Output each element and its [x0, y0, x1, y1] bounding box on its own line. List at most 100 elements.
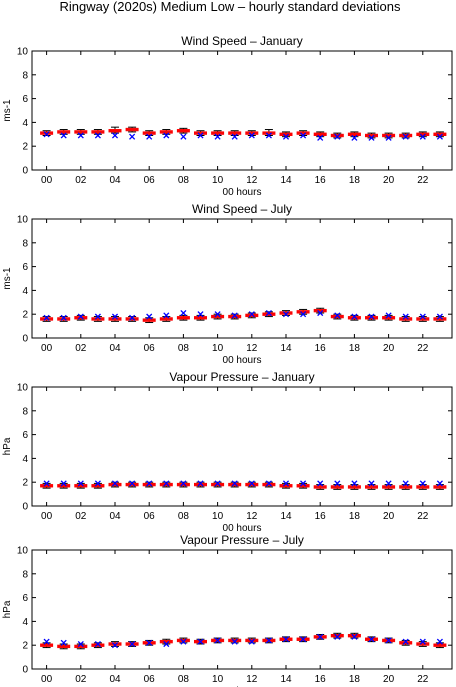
hour-group — [245, 130, 259, 139]
observed-marker-stroke — [163, 312, 170, 319]
x-tick-label: 10 — [212, 175, 224, 186]
x-tick-label: 16 — [315, 343, 327, 354]
observed-marker — [368, 313, 375, 320]
plot-area — [31, 218, 453, 339]
x-tick-label: 12 — [246, 343, 258, 354]
hour-group — [74, 313, 88, 321]
observed-marker-stroke — [146, 639, 153, 646]
x-tick-label: 22 — [417, 674, 429, 685]
y-tick-label: 8 — [22, 238, 28, 249]
x-tick-label: 20 — [383, 343, 395, 354]
observed-marker-stroke — [317, 480, 324, 487]
x-tick-label: 14 — [280, 175, 292, 186]
hour-group — [228, 312, 242, 320]
observed-marker — [214, 133, 221, 140]
observed-marker — [282, 480, 290, 487]
hour-group — [399, 638, 413, 646]
observed-marker — [385, 312, 392, 319]
hour-group — [142, 639, 156, 646]
hour-group — [262, 309, 276, 318]
plot-area — [31, 549, 453, 670]
hour-group — [159, 638, 173, 648]
observed-marker — [317, 480, 324, 487]
y-axis-label: ms-1 — [2, 267, 13, 290]
x-tick-label: 12 — [246, 511, 258, 522]
observed-marker-stroke — [300, 480, 307, 487]
hour-group — [57, 639, 71, 650]
x-tick-label: 22 — [417, 511, 429, 522]
y-tick-label: 0 — [22, 665, 28, 676]
observed-marker-stroke — [419, 313, 426, 320]
observed-marker — [368, 636, 375, 643]
observed-marker-stroke — [351, 313, 358, 320]
observed-marker-stroke — [334, 133, 341, 140]
observed-marker — [43, 314, 50, 321]
x-axis-label: 00 hours — [223, 187, 262, 198]
y-tick-label: 2 — [22, 641, 28, 652]
observed-marker — [282, 636, 290, 643]
x-tick-label: 20 — [383, 175, 395, 186]
hour-group — [347, 313, 361, 321]
x-tick-label: 06 — [144, 674, 156, 685]
observed-marker-stroke — [248, 311, 255, 318]
observed-marker — [419, 133, 426, 140]
hour-group — [176, 309, 190, 321]
observed-marker — [214, 311, 221, 318]
observed-marker-stroke — [214, 133, 221, 140]
hour-group — [365, 636, 378, 643]
y-tick-label: 4 — [22, 454, 28, 465]
observed-marker — [317, 134, 324, 141]
observed-marker-stroke — [77, 132, 84, 139]
x-tick-label: 00 — [41, 511, 53, 522]
observed-marker — [146, 133, 153, 140]
observed-marker-stroke — [317, 309, 324, 317]
observed-marker-stroke — [436, 480, 443, 487]
x-axis-label: 00 hours — [223, 355, 262, 366]
hour-group — [40, 314, 54, 322]
observed-marker — [351, 313, 358, 320]
hour-group — [108, 641, 122, 649]
hour-group — [262, 637, 276, 644]
chart-title: Wind Speed – January — [181, 34, 302, 48]
observed-marker — [402, 638, 409, 645]
observed-marker-stroke — [231, 638, 238, 645]
observed-marker — [94, 132, 101, 139]
observed-marker-stroke — [334, 633, 341, 640]
observed-marker — [402, 313, 409, 320]
observed-marker-stroke — [368, 636, 375, 643]
x-tick-label: 06 — [144, 511, 156, 522]
hour-group — [194, 480, 207, 488]
hour-group — [296, 480, 310, 489]
x-tick-label: 16 — [315, 511, 327, 522]
observed-marker-stroke — [129, 640, 136, 648]
hour-group — [365, 132, 378, 141]
observed-marker — [197, 132, 204, 139]
observed-marker-stroke — [111, 642, 119, 649]
observed-marker — [77, 480, 84, 487]
observed-marker — [129, 640, 136, 648]
observed-marker-stroke — [368, 134, 375, 141]
observed-marker-stroke — [43, 131, 50, 138]
hour-group — [416, 313, 430, 322]
observed-marker-stroke — [180, 638, 187, 645]
observed-marker — [180, 309, 187, 317]
x-tick-label: 10 — [212, 343, 224, 354]
hour-group — [74, 480, 88, 489]
x-tick-label: 20 — [383, 674, 395, 685]
observed-marker — [334, 312, 341, 319]
y-tick-label: 4 — [22, 118, 28, 129]
hour-group — [365, 313, 378, 321]
hour-group — [399, 132, 413, 140]
observed-marker-stroke — [402, 638, 409, 645]
observed-marker-stroke — [385, 480, 392, 487]
hour-group — [159, 480, 173, 488]
observed-marker-stroke — [436, 313, 443, 320]
hour-group — [228, 480, 242, 488]
observed-marker-stroke — [43, 480, 50, 487]
observed-marker — [214, 480, 221, 487]
y-tick-label: 4 — [22, 617, 28, 628]
x-tick-label: 20 — [383, 511, 395, 522]
observed-marker — [300, 480, 307, 487]
